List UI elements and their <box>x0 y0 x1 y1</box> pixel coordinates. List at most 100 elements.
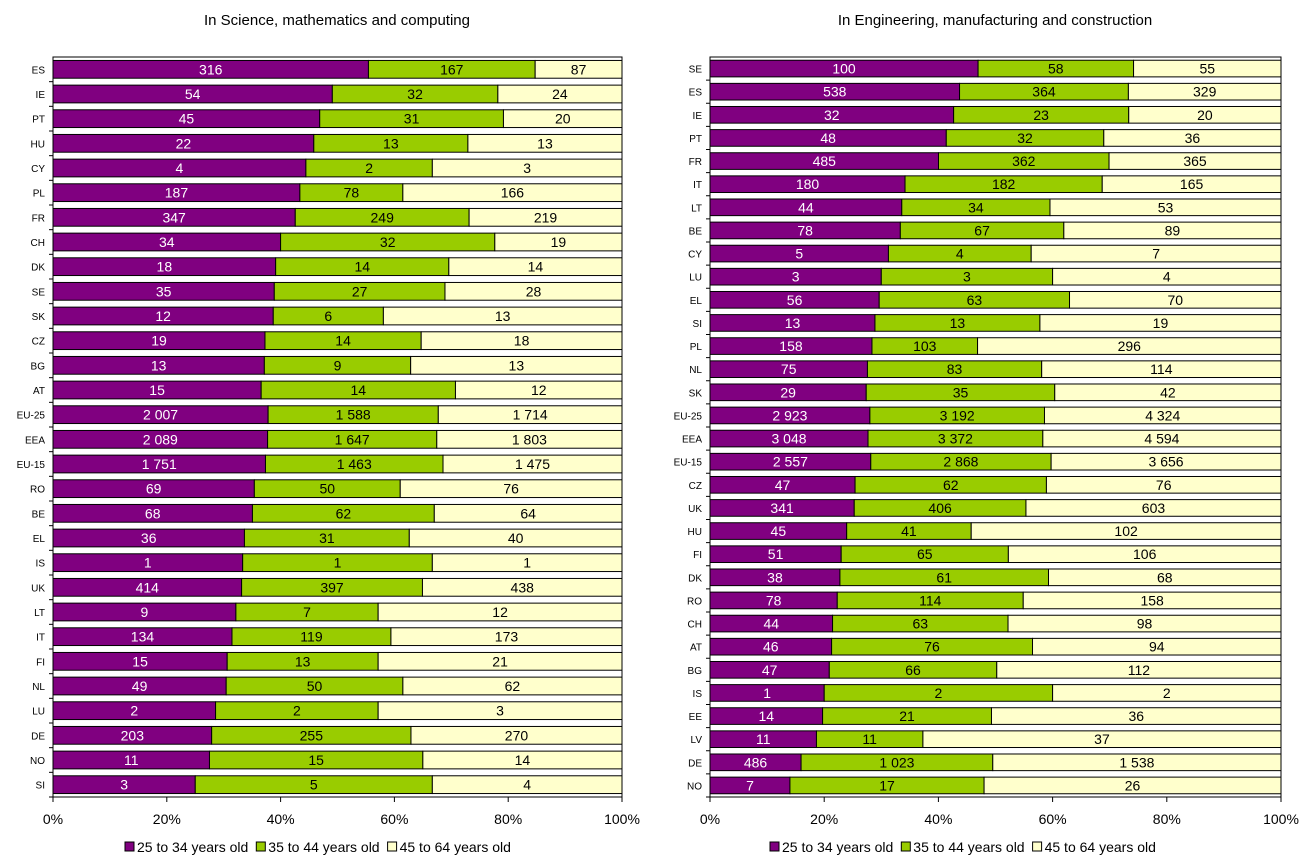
chart1-data-label: 438 <box>511 579 535 595</box>
chart2-category-label: LT <box>691 203 702 214</box>
chart2-category-label: FI <box>693 550 702 561</box>
chart2-data-label: 48 <box>820 130 836 146</box>
chart2-data-label: 1 023 <box>879 754 914 770</box>
chart1-bar-fi-s3 <box>377 651 623 671</box>
chart2-data-label: 103 <box>913 338 937 354</box>
chart2-legend-swatch <box>769 841 780 852</box>
chart1-category-label: DK <box>31 263 45 274</box>
chart1-data-label: 249 <box>371 209 395 225</box>
chart2-data-label: 603 <box>1142 500 1166 516</box>
chart2-data-label: 3 192 <box>940 407 975 423</box>
chart2-category-label: IT <box>693 180 702 191</box>
chart2-x-tick-label: 40% <box>924 811 952 827</box>
chart2-data-label: 45 <box>771 523 787 539</box>
chart1-data-label: 414 <box>136 579 160 595</box>
chart2-data-label: 44 <box>763 616 779 632</box>
chart1-data-label: 2 007 <box>143 407 178 423</box>
chart2-category-label: LU <box>689 273 702 284</box>
chart1-category-label: IS <box>36 559 46 570</box>
chart1-data-label: 62 <box>505 678 521 694</box>
chart1-bar-pt-s3 <box>502 109 623 129</box>
chart2-data-label: 23 <box>1033 107 1049 123</box>
chart2-data-label: 102 <box>1114 523 1138 539</box>
chart2-bar-be-s3 <box>1063 221 1282 240</box>
chart1-data-label: 62 <box>336 505 352 521</box>
chart1-data-label: 3 <box>120 777 128 793</box>
chart2-legend-swatch <box>1032 841 1043 852</box>
chart1-data-label: 1 <box>144 555 152 571</box>
chart2-category-label: EE <box>689 712 703 723</box>
chart1-x-tick-label: 80% <box>494 811 522 827</box>
chart2-data-label: 56 <box>787 292 803 308</box>
chart2-bar-es-s3 <box>1127 82 1282 101</box>
chart1-data-label: 31 <box>404 111 420 127</box>
chart1-data-label: 9 <box>334 357 342 373</box>
chart2-data-label: 365 <box>1183 153 1207 169</box>
chart2-legend-label: 35 to 44 years old <box>913 839 1024 855</box>
chart2-category-label: SK <box>689 388 703 399</box>
chart1-data-label: 255 <box>300 727 324 743</box>
chart2-data-label: 158 <box>1140 592 1164 608</box>
chart1-category-label: UK <box>31 583 45 594</box>
chart1-data-label: 166 <box>501 185 525 201</box>
chart1-category-label: EEA <box>25 435 45 446</box>
chart2-data-label: 106 <box>1133 546 1157 562</box>
chart2-title: In Engineering, manufacturing and constr… <box>838 12 1152 29</box>
chart1-bar-si-s3 <box>431 775 623 795</box>
chart1-data-label: 270 <box>505 727 529 743</box>
chart1-bar-cz-s3 <box>420 331 623 351</box>
chart1-bar-sk-s3 <box>382 306 623 326</box>
chart2-x-tick-label: 0% <box>700 811 720 827</box>
chart1-data-label: 13 <box>295 653 311 669</box>
chart1-data-label: 36 <box>141 530 157 546</box>
chart2-data-label: 42 <box>1160 384 1176 400</box>
chart2-category-label: IS <box>693 689 703 700</box>
chart2-data-label: 75 <box>781 361 797 377</box>
chart2-data-label: 538 <box>823 84 847 100</box>
chart1-bar-eu-25-s3 <box>437 405 623 425</box>
chart1-category-label: ES <box>32 65 46 76</box>
chart1-category-label: EL <box>33 534 46 545</box>
chart1-category-label: HU <box>31 139 45 150</box>
chart1-data-label: 6 <box>324 308 332 324</box>
chart1-category-label: SK <box>32 312 46 323</box>
chart2-data-label: 78 <box>797 222 813 238</box>
chart2-data-label: 44 <box>798 199 814 215</box>
chart2-data-label: 485 <box>813 153 837 169</box>
chart1-data-label: 1 475 <box>515 456 550 472</box>
chart1-data-label: 87 <box>571 61 587 77</box>
chart2-data-label: 3 372 <box>938 431 973 447</box>
chart1-data-label: 14 <box>515 752 531 768</box>
chart2-data-label: 47 <box>775 477 791 493</box>
chart1-data-label: 35 <box>156 283 172 299</box>
chart1-data-label: 167 <box>440 61 464 77</box>
chart1-data-label: 5 <box>310 777 318 793</box>
chart1-data-label: 50 <box>307 678 323 694</box>
chart2-bar-lt-s3 <box>1049 198 1282 217</box>
chart1-data-label: 397 <box>320 579 344 595</box>
chart1-data-label: 4 <box>523 777 531 793</box>
chart2-bar-de-s3 <box>992 753 1282 772</box>
chart1-bar-lt-s3 <box>377 602 623 622</box>
chart1-bar-it-s3 <box>390 627 623 647</box>
chart1-data-label: 15 <box>132 653 148 669</box>
chart2-data-label: 26 <box>1125 777 1141 793</box>
chart2-data-label: 14 <box>759 708 775 724</box>
chart1-legend-swatch <box>387 841 398 852</box>
chart2-data-label: 68 <box>1157 569 1173 585</box>
chart1-bar-bg-s3 <box>410 355 623 375</box>
chart1-category-label: BG <box>31 361 46 372</box>
chart1-bar-el-s3 <box>408 528 623 548</box>
chart2-category-label: PL <box>690 342 703 353</box>
chart2-category-label: BG <box>688 666 703 677</box>
chart1-data-label: 22 <box>176 135 192 151</box>
chart1-data-label: 20 <box>555 111 571 127</box>
chart2-category-label: AT <box>690 643 702 654</box>
chart2-data-label: 296 <box>1118 338 1142 354</box>
chart2-data-label: 182 <box>992 176 1016 192</box>
chart1-bar-cy-s3 <box>431 158 623 178</box>
chart2-data-label: 329 <box>1193 84 1217 100</box>
chart2-bar-ch-s3 <box>1007 614 1282 633</box>
chart1-data-label: 11 <box>124 752 139 768</box>
chart2-category-label: CH <box>688 620 702 631</box>
